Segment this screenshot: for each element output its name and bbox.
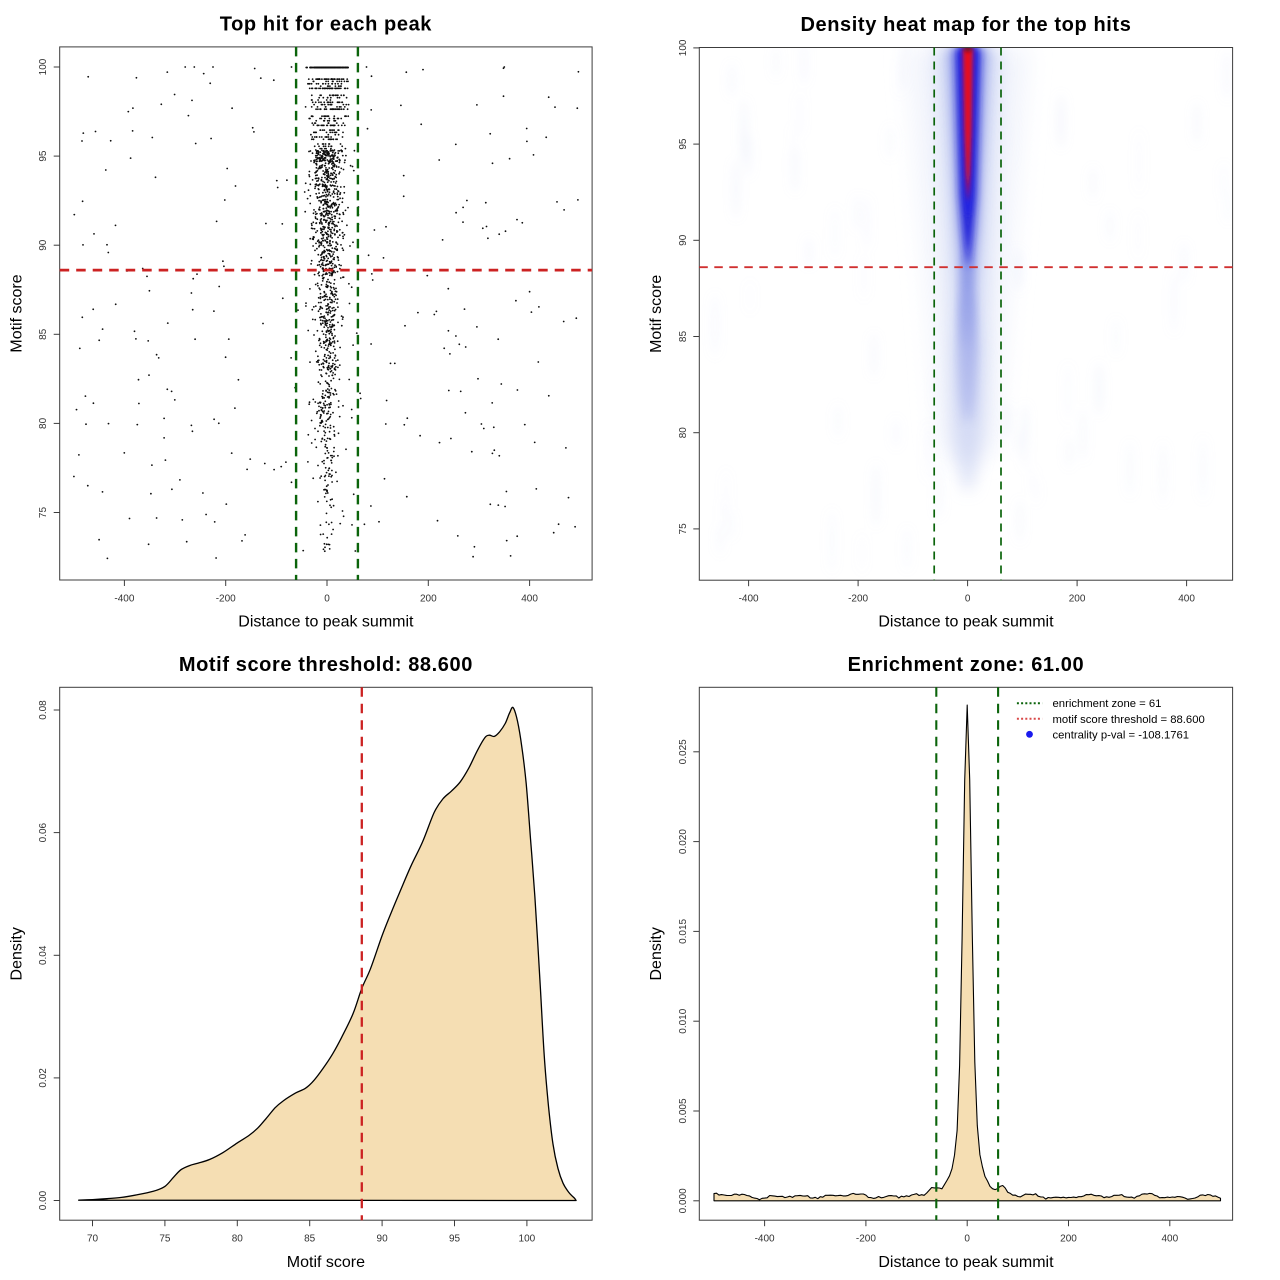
svg-text:motif score threshold = 88.600: motif score threshold = 88.600 (1053, 714, 1205, 726)
svg-text:Distance to peak summit: Distance to peak summit (878, 614, 1054, 631)
svg-text:0: 0 (965, 594, 971, 605)
svg-text:enrichment zone = 61: enrichment zone = 61 (1053, 698, 1162, 710)
svg-text:95: 95 (38, 150, 49, 162)
svg-text:400: 400 (1178, 594, 1195, 605)
svg-text:200: 200 (1060, 1234, 1077, 1245)
svg-text:0.020: 0.020 (678, 829, 689, 854)
svg-text:0.02: 0.02 (38, 1068, 49, 1088)
svg-text:Density: Density (648, 927, 665, 980)
svg-text:0.04: 0.04 (38, 945, 49, 965)
svg-text:200: 200 (420, 594, 437, 605)
svg-text:400: 400 (521, 594, 538, 605)
svg-text:75: 75 (159, 1234, 171, 1245)
svg-text:100: 100 (38, 58, 49, 75)
svg-text:75: 75 (38, 507, 49, 519)
svg-text:Distance to peak summit: Distance to peak summit (238, 614, 414, 631)
svg-text:0.00: 0.00 (38, 1190, 49, 1210)
svg-text:Density heat map for the top h: Density heat map for the top hits (800, 14, 1131, 36)
svg-text:75: 75 (678, 523, 689, 535)
svg-text:Distance to peak summit: Distance to peak summit (878, 1254, 1054, 1271)
svg-text:0.06: 0.06 (38, 822, 49, 842)
svg-text:80: 80 (678, 427, 689, 439)
svg-text:-200: -200 (856, 1234, 876, 1245)
svg-text:Density: Density (9, 927, 26, 980)
svg-text:85: 85 (678, 331, 689, 343)
svg-text:Motif score threshold: 88.600: Motif score threshold: 88.600 (179, 654, 473, 676)
svg-text:90: 90 (377, 1234, 389, 1245)
svg-text:85: 85 (304, 1234, 316, 1245)
svg-text:100: 100 (678, 39, 689, 56)
svg-text:-200: -200 (848, 594, 868, 605)
svg-text:80: 80 (38, 417, 49, 429)
svg-text:100: 100 (519, 1234, 536, 1245)
svg-text:85: 85 (38, 328, 49, 340)
svg-text:95: 95 (449, 1234, 461, 1245)
svg-text:90: 90 (38, 239, 49, 251)
svg-text:400: 400 (1161, 1234, 1178, 1245)
svg-text:0.025: 0.025 (678, 739, 689, 764)
svg-text:70: 70 (87, 1234, 99, 1245)
svg-text:-400: -400 (114, 594, 134, 605)
svg-text:200: 200 (1069, 594, 1086, 605)
svg-text:0.08: 0.08 (38, 700, 49, 720)
svg-text:0.000: 0.000 (678, 1188, 689, 1213)
svg-text:centrality p-val = -108.1761: centrality p-val = -108.1761 (1053, 729, 1190, 741)
svg-text:Enrichment zone: 61.00: Enrichment zone: 61.00 (848, 654, 1085, 676)
svg-text:95: 95 (678, 138, 689, 150)
svg-text:Motif score: Motif score (648, 275, 665, 353)
svg-text:-400: -400 (739, 594, 759, 605)
svg-text:90: 90 (678, 234, 689, 246)
svg-text:Motif score: Motif score (9, 274, 26, 352)
svg-text:0.005: 0.005 (678, 1098, 689, 1123)
svg-text:-400: -400 (755, 1234, 775, 1245)
svg-text:Motif score: Motif score (287, 1254, 365, 1271)
svg-text:0.010: 0.010 (678, 1008, 689, 1033)
svg-text:0.015: 0.015 (678, 918, 689, 943)
svg-text:80: 80 (232, 1234, 244, 1245)
svg-text:0: 0 (964, 1234, 970, 1245)
svg-text:-200: -200 (216, 594, 236, 605)
svg-text:Top hit for each peak: Top hit for each peak (220, 14, 433, 36)
svg-text:0: 0 (324, 594, 330, 605)
